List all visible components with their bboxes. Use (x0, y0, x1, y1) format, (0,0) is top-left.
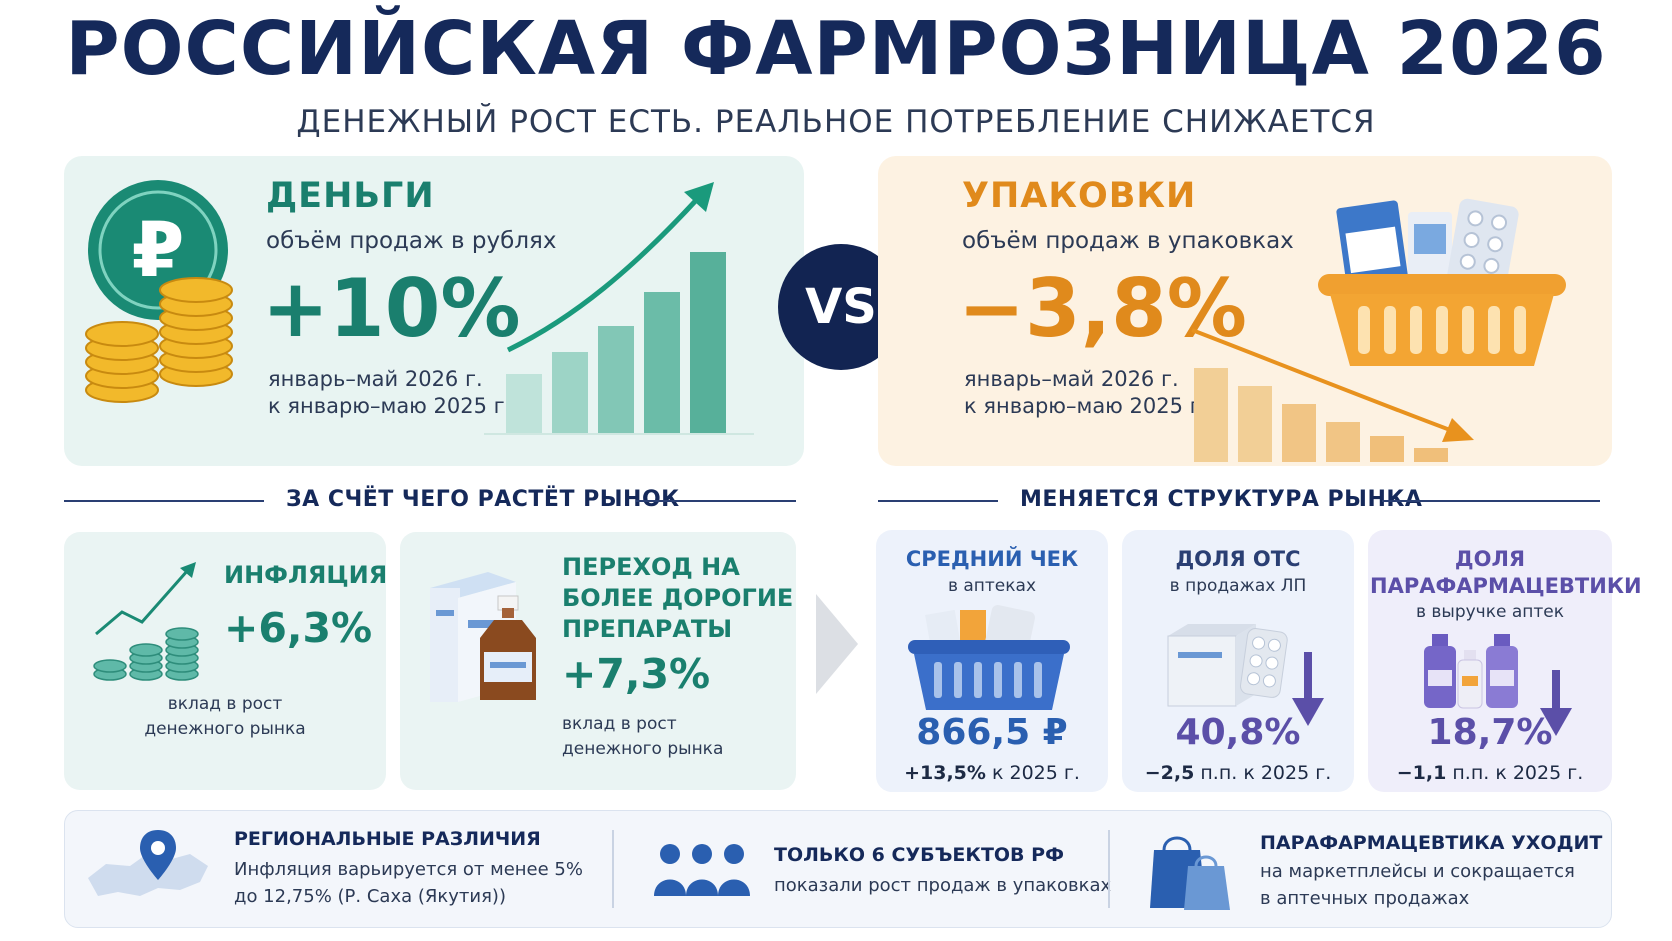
parapharm-title-line1: ДОЛЯ (1454, 547, 1526, 571)
packages-value: −3,8% (958, 262, 1247, 355)
regional-line1: Инфляция варьируется от менее 5% (234, 859, 583, 880)
growth-bars-icon (484, 182, 754, 435)
page-title: РОССИЙСКАЯ ФАРМРОЗНИЦА 2026 (65, 6, 1607, 92)
marketplaces-title: ПАРАФАРМАЦЕВТИКА УХОДИТ (1260, 832, 1603, 854)
medicine-box-bottle-icon (430, 572, 536, 702)
otc-delta-bold: −2,5 (1144, 762, 1195, 784)
structure-rule-left (878, 500, 998, 502)
marketplaces-text: на маркетплейсы и сокращается в аптечных… (1260, 858, 1575, 912)
marketplaces-line1: на маркетплейсы и сокращается (1260, 861, 1575, 882)
parapharm-value: 18,7% (1427, 712, 1553, 753)
marketplaces-line2: в аптечных продажах (1260, 888, 1470, 909)
expensive-value: +7,3% (562, 650, 711, 698)
money-period-line1: январь–май 2026 г. (268, 367, 483, 391)
regional-text: Инфляция варьируется от менее 5% до 12,7… (234, 856, 583, 910)
regional-line2: до 12,75% (Р. Саха (Якутия)) (234, 886, 506, 907)
section-rule-right (636, 500, 796, 502)
money-heading: ДЕНЬГИ (266, 176, 435, 216)
money-value: +10% (262, 262, 521, 355)
footer-divider-2 (1108, 830, 1110, 908)
pill-box-icon (1167, 624, 1288, 707)
down-arrow-icon (1292, 652, 1324, 726)
avg-check-delta-rest: к 2025 г. (985, 762, 1080, 784)
packages-heading: УПАКОВКИ (962, 176, 1197, 216)
parapharm-subtitle: в выручке аптек (1415, 602, 1565, 622)
chevron-right-icon (816, 594, 858, 694)
expensive-title: ПЕРЕХОД НА БОЛЕЕ ДОРОГИЕ ПРЕПАРАТЫ (562, 552, 793, 645)
packages-period: январь–май 2026 г. к январю–маю 2025 г. (964, 366, 1207, 420)
inflation-caption-line2: денежного рынка (144, 719, 306, 739)
section-rule-left (64, 500, 264, 502)
avg-check-title: СРЕДНИЙ ЧЕК (905, 547, 1079, 571)
blue-basket-icon (908, 605, 1070, 710)
expensive-caption: вклад в рост денежного рынка (562, 712, 723, 762)
avg-check-value: 866,5 ₽ (916, 712, 1068, 753)
structure-rule-right (1382, 500, 1600, 502)
packages-subheading: объём продаж в упаковках (962, 228, 1294, 254)
packages-period-line2: к январю–маю 2025 г. (964, 394, 1208, 418)
expensive-title-line3: ПРЕПАРАТЫ (562, 615, 733, 643)
parapharm-title: ДОЛЯ ПАРАФАРМАЦЕВТИКИ (1370, 546, 1642, 600)
otc-subtitle: в продажах ЛП (1169, 576, 1307, 596)
ruble-coins-icon: ₽ (85, 180, 233, 403)
parapharm-delta: −1,1 п.п. к 2025 г. (1370, 762, 1610, 784)
down-arrow-icon-2 (1540, 670, 1572, 736)
expensive-caption-line1: вклад в рост (562, 714, 677, 734)
page-subtitle: ДЕНЕЖНЫЙ РОСТ ЕСТЬ. РЕАЛЬНОЕ ПОТРЕБЛЕНИЕ… (296, 104, 1376, 140)
inflation-caption: вклад в рост денежного рынка (64, 692, 386, 742)
otc-title: ДОЛЯ ОТС (1175, 547, 1301, 571)
decline-bars-icon (1191, 328, 1474, 462)
growth-section-title: ЗА СЧЁТ ЧЕГО РАСТЁТ РЫНОК (286, 487, 680, 512)
expensive-title-line2: БОЛЕЕ ДОРОГИЕ (562, 584, 794, 612)
money-subheading: объём продаж в рублях (266, 228, 557, 254)
footer-divider-1 (612, 830, 614, 908)
footer-strip (64, 810, 1612, 928)
otc-value: 40,8% (1175, 712, 1301, 753)
russia-map-pin-icon (88, 830, 208, 896)
otc-delta-rest: п.п. к 2025 г. (1194, 762, 1332, 784)
cosmetic-bottles-icon (1424, 634, 1518, 709)
medicine-basket-icon (1318, 198, 1566, 366)
people-group-icon (654, 844, 750, 896)
structure-section-title: МЕНЯЕТСЯ СТРУКТУРА РЫНКА (1020, 487, 1423, 512)
avg-check-delta: +13,5% к 2025 г. (872, 762, 1112, 784)
shopping-bags-icon (1150, 836, 1230, 910)
otc-delta: −2,5 п.п. к 2025 г. (1118, 762, 1358, 784)
parapharm-title-line2: ПАРАФАРМАЦЕВТИКИ (1370, 574, 1642, 598)
expensive-caption-line2: денежного рынка (562, 739, 724, 759)
inflation-caption-line1: вклад в рост (167, 694, 283, 714)
regional-title: РЕГИОНАЛЬНЫЕ РАЗЛИЧИЯ (234, 828, 541, 850)
packages-period-line1: январь–май 2026 г. (964, 367, 1179, 391)
parapharm-delta-rest: п.п. к 2025 г. (1446, 762, 1584, 784)
inflation-coins-icon (93, 562, 199, 681)
avg-check-subtitle: в аптеках (947, 576, 1037, 596)
avg-check-delta-bold: +13,5% (904, 762, 986, 784)
inflation-value: +6,3% (224, 604, 373, 652)
expensive-title-line1: ПЕРЕХОД НА (562, 553, 740, 581)
subjects-title: ТОЛЬКО 6 СУБЪЕКТОВ РФ (774, 844, 1064, 866)
money-period: январь–май 2026 г. к январю–маю 2025 г. (268, 366, 511, 420)
money-period-line2: к январю–маю 2025 г. (268, 394, 512, 418)
parapharm-delta-bold: −1,1 (1396, 762, 1447, 784)
inflation-title: ИНФЛЯЦИЯ (224, 561, 388, 589)
subjects-text: показали рост продаж в упаковках (774, 875, 1112, 896)
